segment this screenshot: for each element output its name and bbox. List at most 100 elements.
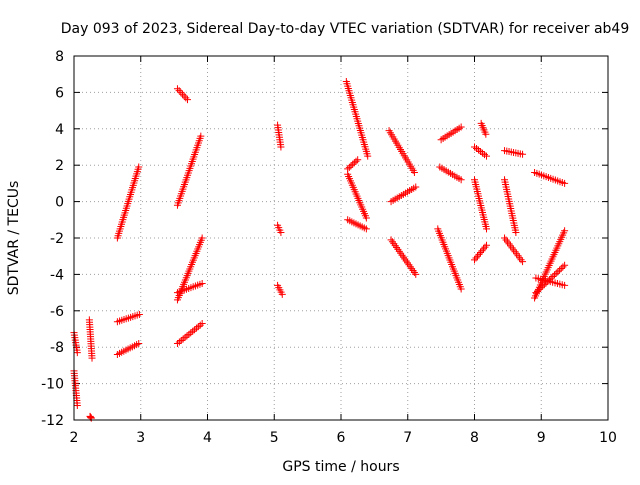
data-point (187, 329, 195, 337)
data-point (559, 263, 567, 271)
data-point (483, 152, 491, 160)
data-points (70, 77, 569, 422)
data-trace-35 (532, 261, 569, 297)
data-point (482, 130, 490, 138)
data-point (483, 241, 491, 249)
data-point (352, 157, 360, 165)
x-tick-label: 3 (136, 430, 145, 446)
data-point (519, 150, 527, 158)
data-trace-1 (70, 367, 81, 409)
data-point (181, 333, 189, 341)
x-tick-label: 2 (70, 430, 79, 446)
data-trace-0 (70, 329, 81, 357)
y-tick-label: -4 (50, 267, 64, 283)
data-point (542, 279, 550, 287)
data-point (535, 285, 543, 293)
y-tick-label: 8 (55, 49, 64, 65)
data-trace-11 (173, 320, 206, 348)
data-trace-20 (387, 183, 420, 206)
data-point (552, 269, 560, 277)
data-point (192, 324, 200, 332)
data-point (177, 336, 185, 344)
data-point (183, 96, 191, 104)
chart-title: Day 093 of 2023, Sidereal Day-to-day VTE… (61, 21, 630, 37)
data-point (544, 277, 552, 285)
y-tick-label: -10 (41, 377, 64, 393)
x-tick-label: 9 (537, 430, 546, 446)
data-trace-32 (531, 168, 569, 187)
data-point (545, 276, 553, 284)
data-point (556, 266, 564, 274)
data-point (364, 152, 372, 160)
data-trace-10 (173, 280, 206, 297)
data-point (457, 123, 465, 131)
data-point (557, 265, 565, 273)
y-tick-label: 2 (55, 158, 64, 174)
data-point (550, 271, 558, 279)
data-trace-22 (437, 123, 465, 144)
x-tick-label: 8 (470, 430, 479, 446)
data-point (277, 229, 285, 237)
data-point (178, 90, 186, 98)
data-point (475, 250, 483, 258)
data-point (177, 88, 185, 96)
data-trace-16 (344, 156, 362, 173)
data-trace-12 (274, 121, 285, 151)
data-trace-26 (477, 119, 490, 138)
data-trace-31 (501, 234, 527, 266)
data-trace-14 (274, 281, 286, 298)
data-trace-28 (471, 241, 491, 264)
data-trace-27 (471, 176, 491, 233)
data-point (135, 163, 143, 171)
x-tick-label: 5 (270, 430, 279, 446)
data-point (198, 320, 206, 328)
data-trace-3 (86, 412, 95, 422)
data-point (483, 225, 491, 233)
data-point (73, 349, 81, 357)
data-point (477, 249, 485, 257)
data-point (540, 281, 548, 289)
data-trace-7 (173, 85, 191, 104)
data-point (175, 338, 183, 346)
data-point (539, 282, 547, 290)
data-point (179, 335, 187, 343)
data-point (198, 280, 206, 287)
data-trace-19 (385, 127, 418, 176)
data-trace-2 (85, 316, 96, 362)
data-point (549, 273, 557, 281)
data-point (410, 168, 418, 176)
data-trace-21 (387, 236, 420, 278)
data-point (189, 327, 197, 335)
data-point (185, 330, 193, 338)
y-axis-label: SDTVAR / TECUs (6, 181, 22, 296)
data-point (537, 284, 545, 292)
data-point (457, 176, 465, 184)
data-point (196, 321, 204, 329)
data-point (198, 234, 206, 242)
data-trace-18 (344, 216, 370, 233)
data-point (182, 94, 190, 102)
data-point (412, 270, 420, 278)
data-trace-25 (471, 143, 491, 160)
data-point (519, 258, 527, 266)
data-point (173, 85, 181, 93)
data-point (478, 247, 486, 255)
data-point (347, 162, 355, 170)
data-point (345, 163, 353, 171)
data-point (175, 87, 183, 95)
data-point (277, 143, 285, 151)
x-tick-labels: 2 3 4 5 6 7 8 9 10 (70, 430, 617, 446)
data-point (278, 290, 286, 298)
y-tick-label: 4 (55, 122, 64, 138)
data-point (362, 214, 370, 222)
data-point (73, 401, 81, 409)
y-tick-label: 0 (55, 195, 64, 211)
grid-lines (74, 56, 608, 420)
data-point (88, 354, 96, 362)
data-point (180, 92, 188, 100)
plot-border (73, 55, 609, 421)
data-trace-30 (501, 176, 520, 237)
y-tick-label: -8 (50, 340, 64, 356)
data-point (474, 252, 482, 260)
